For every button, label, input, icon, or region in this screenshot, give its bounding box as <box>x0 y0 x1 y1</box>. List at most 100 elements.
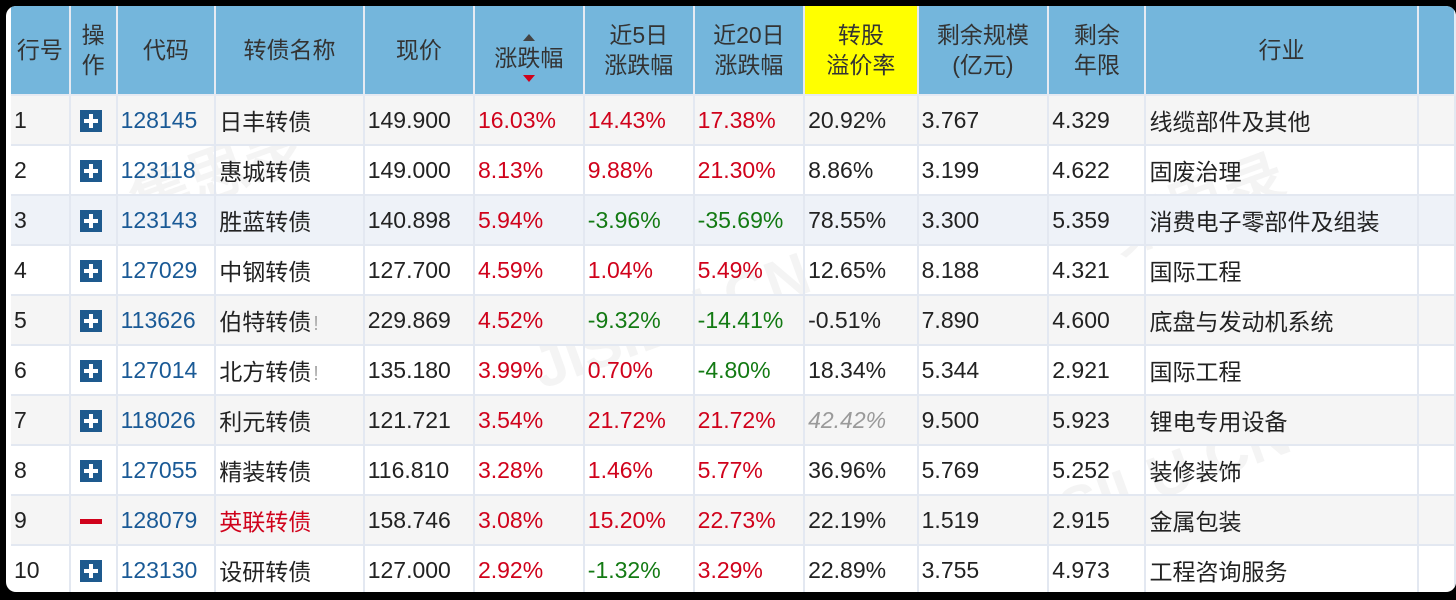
bond-name[interactable]: 胜蓝转债 <box>215 195 365 246</box>
bond-name[interactable]: 精装转债 <box>215 445 365 496</box>
price: 121.721 <box>363 395 475 446</box>
col-change-20d[interactable]: 近20日 涨跌幅 <box>693 6 806 96</box>
col-price[interactable]: 现价 <box>363 6 475 96</box>
bond-name[interactable]: 日丰转债 <box>215 95 365 146</box>
col-remaining-years[interactable]: 剩余 年限 <box>1048 6 1147 96</box>
bond-name[interactable]: 利元转债 <box>215 395 365 446</box>
bond-code-link[interactable]: 127029 <box>116 245 217 296</box>
col-action: 操作 <box>69 6 118 96</box>
table-row[interactable]: 4 127029 中钢转债 127.700 4.59% 1.04% 5.49% 12.65% 8… <box>11 245 1456 296</box>
table-row[interactable]: 2 123118 惠城转债 149.000 8.13% 9.88% 21.30% 8.86% 3… <box>11 145 1456 196</box>
bond-name[interactable]: 设研转债 <box>215 545 365 592</box>
add-icon[interactable] <box>79 310 102 333</box>
sort-asc-icon[interactable] <box>522 34 535 41</box>
change-20d: -4.80% <box>693 345 806 396</box>
bond-code-link[interactable]: 123118 <box>116 145 217 196</box>
change: 3.54% <box>473 395 585 446</box>
remaining-size: 3.755 <box>917 545 1050 592</box>
action-cell[interactable] <box>69 545 118 592</box>
industry: 锂电专用设备 <box>1145 395 1419 446</box>
bond-code-link[interactable]: 118026 <box>116 395 217 446</box>
remaining-size: 1.519 <box>917 495 1050 546</box>
bond-code-link[interactable]: 123143 <box>116 195 217 246</box>
conversion-premium: 22.89% <box>804 545 919 592</box>
price: 127.000 <box>363 545 475 592</box>
add-icon[interactable] <box>79 110 102 133</box>
col-remaining-size[interactable]: 剩余规模 (亿元) <box>917 6 1050 96</box>
industry: 装修装饰 <box>1145 445 1419 496</box>
add-icon[interactable] <box>79 260 102 283</box>
bond-code-link[interactable]: 123130 <box>116 545 217 592</box>
change: 3.99% <box>473 345 585 396</box>
action-cell[interactable] <box>69 345 118 396</box>
change-20d: 3.29% <box>693 545 806 592</box>
col-code[interactable]: 代码 <box>116 6 217 96</box>
conversion-premium: 18.34% <box>804 345 919 396</box>
bond-code-link[interactable]: 128079 <box>116 495 217 546</box>
table-row[interactable]: 8 127055 精装转债 116.810 3.28% 1.46% 5.77% 36.96% 5… <box>11 445 1456 496</box>
action-cell[interactable] <box>69 495 118 546</box>
add-icon[interactable] <box>79 360 102 383</box>
row-number: 9 <box>11 495 71 546</box>
change-5d: 15.20% <box>583 495 695 546</box>
remaining-years: 4.329 <box>1048 95 1147 146</box>
remaining-size: 3.300 <box>917 195 1050 246</box>
overflow-cell <box>1417 295 1456 346</box>
action-cell[interactable] <box>69 245 118 296</box>
bond-code-link[interactable]: 128145 <box>116 95 217 146</box>
price: 140.898 <box>363 195 475 246</box>
table-row[interactable]: 5 113626 伯特转债! 229.869 4.52% -9.32% -14.41% -0.… <box>11 295 1456 346</box>
bond-name[interactable]: 惠城转债 <box>215 145 365 196</box>
action-cell[interactable] <box>69 445 118 496</box>
action-cell[interactable] <box>69 95 118 146</box>
table-row[interactable]: 3 123143 胜蓝转债 140.898 5.94% -3.96% -35.69% 78.5… <box>11 195 1456 246</box>
remove-icon[interactable] <box>79 518 102 524</box>
add-icon[interactable] <box>79 160 102 183</box>
table-row[interactable]: 7 118026 利元转债 121.721 3.54% 21.72% 21.72% 42.42… <box>11 395 1456 446</box>
remaining-size: 3.767 <box>917 95 1050 146</box>
bond-name[interactable]: 英联转债 <box>215 495 365 546</box>
bond-code-link[interactable]: 113626 <box>116 295 217 346</box>
col-change-5d[interactable]: 近5日 涨跌幅 <box>583 6 695 96</box>
bond-name[interactable]: 中钢转债 <box>215 245 365 296</box>
bond-code-link[interactable]: 127055 <box>116 445 217 496</box>
add-icon[interactable] <box>79 410 102 433</box>
table-row[interactable]: 1 128145 日丰转债 149.900 16.03% 14.43% 17.38% 20.9… <box>11 95 1456 146</box>
change-20d: 21.72% <box>693 395 806 446</box>
overflow-cell <box>1417 545 1456 592</box>
action-cell[interactable] <box>69 395 118 446</box>
action-cell[interactable] <box>69 145 118 196</box>
col-change[interactable]: 涨跌幅 <box>473 6 585 96</box>
action-cell[interactable] <box>69 195 118 246</box>
industry: 国际工程 <box>1145 345 1419 396</box>
add-icon[interactable] <box>79 460 102 483</box>
table-row[interactable]: 10 123130 设研转债 127.000 2.92% -1.32% 3.29% 22.89… <box>11 545 1456 592</box>
col-industry[interactable]: 行业 <box>1145 6 1419 96</box>
table-row[interactable]: 9 128079 英联转债 158.746 3.08% 15.20% 22.73% 22.19… <box>11 495 1456 546</box>
remaining-years: 4.600 <box>1048 295 1147 346</box>
bond-code-link[interactable]: 127014 <box>116 345 217 396</box>
col-name[interactable]: 转债名称 <box>215 6 365 96</box>
change-20d: 22.73% <box>693 495 806 546</box>
change-5d: 14.43% <box>583 95 695 146</box>
conversion-premium: 22.19% <box>804 495 919 546</box>
col-row-no[interactable]: 行号 <box>11 6 71 96</box>
row-number: 2 <box>11 145 71 196</box>
change-20d: 17.38% <box>693 95 806 146</box>
industry: 金属包装 <box>1145 495 1419 546</box>
conversion-premium: 12.65% <box>804 245 919 296</box>
price: 158.746 <box>363 495 475 546</box>
remaining-years: 4.973 <box>1048 545 1147 592</box>
change-20d: -35.69% <box>693 195 806 246</box>
bond-name[interactable]: 北方转债! <box>215 345 365 396</box>
action-cell[interactable] <box>69 295 118 346</box>
change-20d: -14.41% <box>693 295 806 346</box>
col-conversion-premium[interactable]: 转股 溢价率 <box>804 6 919 96</box>
bond-name[interactable]: 伯特转债! <box>215 295 365 346</box>
add-icon[interactable] <box>79 560 102 583</box>
table-row[interactable]: 6 127014 北方转债! 135.180 3.99% 0.70% -4.80% 18.34… <box>11 345 1456 396</box>
header-row: 行号 操作 代码 转债名称 现价 涨跌幅 近5日 涨跌幅 近20日 涨跌幅 转股 溢价… <box>11 6 1456 96</box>
conversion-premium: 36.96% <box>804 445 919 496</box>
sort-desc-icon[interactable] <box>522 75 535 82</box>
add-icon[interactable] <box>79 210 102 233</box>
